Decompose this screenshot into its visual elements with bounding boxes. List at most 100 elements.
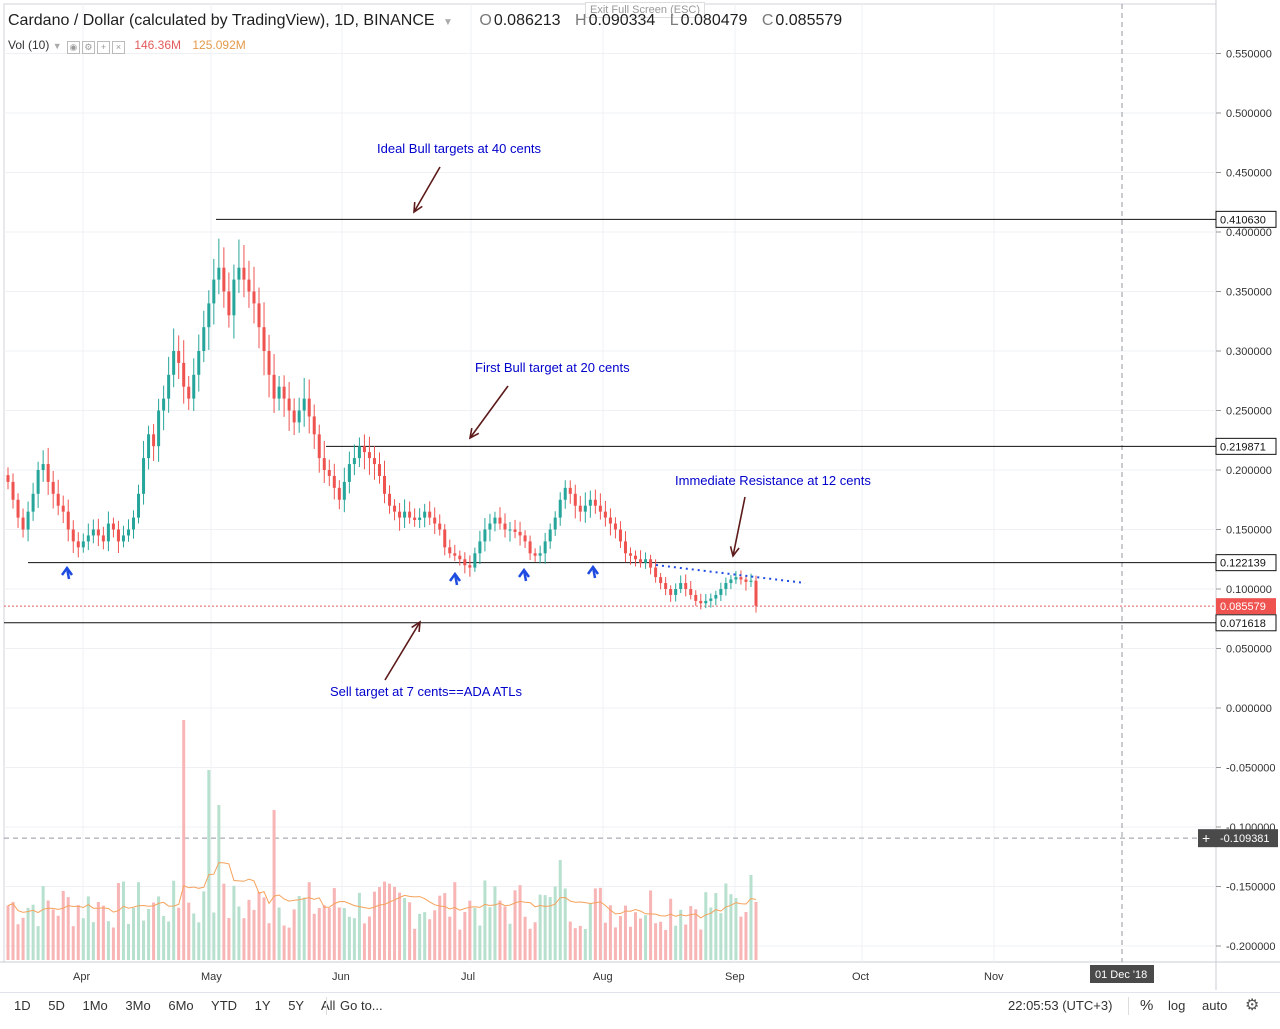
goto-button[interactable]: Go to... — [340, 998, 383, 1013]
candle-body — [383, 475, 387, 494]
volume-bar — [21, 917, 25, 960]
volume-bar — [669, 898, 673, 960]
y-tick-label: 0.400000 — [1226, 227, 1272, 239]
range-3mo[interactable]: 3Mo — [125, 998, 151, 1013]
candle-body — [282, 386, 286, 399]
volume-bar — [553, 886, 557, 960]
candle-body — [689, 589, 693, 595]
settings-icon[interactable]: ⚙ — [81, 41, 95, 54]
volume-bar — [483, 880, 487, 960]
volume-bar — [66, 897, 70, 960]
volume-bar — [423, 912, 427, 960]
volume-bar — [468, 900, 472, 960]
candle-body — [327, 470, 331, 476]
volume-bar — [438, 895, 442, 960]
volume-bar — [448, 916, 452, 960]
candle-body — [694, 594, 698, 601]
candle-body — [508, 529, 512, 531]
candle-body — [729, 579, 733, 584]
range-5y[interactable]: 5Y — [288, 998, 305, 1013]
volume-bar — [639, 918, 643, 960]
percent-toggle[interactable]: % — [1140, 997, 1154, 1014]
volume-bar — [41, 886, 45, 960]
volume-bar — [36, 926, 40, 960]
volume-bar — [322, 905, 326, 960]
candle-body — [272, 374, 276, 399]
y-tick-label: 0.100000 — [1226, 584, 1272, 596]
volume-bar — [644, 915, 648, 960]
volume-bar — [332, 888, 336, 960]
candle-body — [583, 505, 587, 512]
volume-bar — [177, 907, 181, 960]
gear-icon[interactable]: ⚙ — [1245, 997, 1260, 1014]
candle-body — [357, 446, 361, 459]
candle-body — [277, 386, 281, 399]
candle-body — [684, 583, 688, 589]
level-price-label: 0.122139 — [1220, 558, 1266, 570]
volume-bar — [312, 913, 316, 960]
symbol-title[interactable]: Cardano / Dollar (calculated by TradingV… — [8, 12, 435, 29]
volume-bar — [267, 923, 271, 960]
candle-body — [644, 559, 648, 563]
add-icon[interactable]: + — [96, 41, 110, 54]
range-1d[interactable]: 1D — [14, 998, 31, 1013]
annotation-arrow[interactable] — [469, 385, 509, 439]
candle-body — [478, 541, 482, 554]
range-5d[interactable]: 5D — [48, 998, 65, 1013]
y-tick-label: 0.200000 — [1226, 465, 1272, 477]
annotation-arrow[interactable] — [384, 621, 421, 681]
volume-bar — [543, 895, 547, 960]
arrow-head — [468, 428, 480, 440]
bottom-toolbar: 1D 5D 1Mo 3Mo 6Mo YTD 1Y 5Y All Go to...… — [0, 992, 1280, 1021]
volume-bar — [16, 924, 20, 960]
chevron-down-icon[interactable]: ▼ — [52, 41, 62, 51]
candle-body — [749, 580, 753, 582]
candle-body — [126, 529, 130, 536]
volume-bar — [207, 770, 211, 960]
volume-bar — [106, 921, 110, 960]
volume-bar — [699, 929, 703, 960]
crosshair-date-label: 01 Dec '18 — [1095, 969, 1147, 981]
crosshair-add-button[interactable] — [1198, 829, 1216, 848]
volume-bar — [152, 902, 156, 960]
volume-bar — [237, 906, 241, 960]
volume-bar — [608, 905, 612, 960]
annotation-arrow[interactable] — [732, 496, 746, 557]
volume-bar — [709, 907, 713, 960]
auto-toggle[interactable]: auto — [1202, 998, 1228, 1013]
exit-fullscreen-button[interactable]: Exit Full Screen (ESC) — [585, 2, 706, 18]
volume-bar — [96, 901, 100, 960]
volume-bar — [126, 923, 130, 960]
x-tick-label: Nov — [984, 971, 1004, 983]
volume-bar — [227, 918, 231, 960]
volume-bar — [287, 927, 291, 960]
volume-bar — [61, 890, 65, 960]
range-1mo[interactable]: 1Mo — [82, 998, 108, 1013]
annotation-text: Ideal Bull targets at 40 cents — [377, 141, 542, 156]
x-tick-label: Jul — [461, 971, 475, 983]
clock-readout[interactable]: 22:05:53 (UTC+3) — [1008, 998, 1113, 1013]
annotation-arrow[interactable] — [413, 166, 441, 213]
volume-bar — [393, 886, 397, 960]
range-all[interactable]: All — [321, 998, 336, 1013]
close-icon[interactable]: × — [111, 41, 125, 54]
volume-label[interactable]: Vol (10) — [8, 38, 50, 52]
candle-body — [418, 517, 422, 520]
chevron-down-icon[interactable]: ▼ — [443, 17, 453, 28]
range-1y[interactable]: 1Y — [254, 998, 271, 1013]
y-tick-label: 0.350000 — [1226, 287, 1272, 299]
candle-body — [342, 481, 346, 500]
eye-icon[interactable]: ◉ — [66, 41, 80, 54]
range-6mo[interactable]: 6Mo — [168, 998, 194, 1013]
trendline[interactable] — [655, 564, 806, 584]
volume-bar — [714, 893, 718, 960]
log-toggle[interactable]: log — [1168, 998, 1186, 1013]
candle-body — [232, 279, 236, 316]
candle-body — [699, 600, 703, 604]
candle-body — [337, 487, 341, 500]
range-ytd[interactable]: YTD — [211, 998, 238, 1013]
volume-bar — [413, 928, 417, 960]
volume-bar — [182, 720, 186, 960]
